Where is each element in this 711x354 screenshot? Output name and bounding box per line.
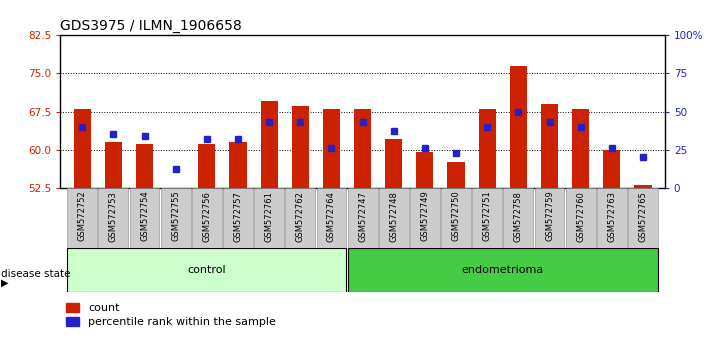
Bar	[634, 185, 651, 188]
Bar	[292, 107, 309, 188]
Bar	[447, 162, 464, 188]
Text: GSM572763: GSM572763	[607, 190, 616, 242]
Bar	[510, 66, 527, 188]
Bar	[628, 188, 658, 248]
Bar	[74, 109, 91, 188]
Legend: count, percentile rank within the sample: count, percentile rank within the sample	[66, 303, 276, 327]
Text: GSM572762: GSM572762	[296, 190, 305, 241]
Text: GSM572749: GSM572749	[420, 190, 429, 241]
Text: GSM572757: GSM572757	[233, 190, 242, 241]
Text: GSM572753: GSM572753	[109, 190, 118, 241]
Bar	[223, 188, 253, 248]
Text: GSM572754: GSM572754	[140, 190, 149, 241]
Bar	[348, 248, 658, 292]
Bar	[566, 188, 596, 248]
Text: control: control	[188, 265, 226, 275]
Bar	[479, 109, 496, 188]
Bar	[379, 188, 409, 248]
Bar	[105, 142, 122, 188]
Bar	[68, 248, 346, 292]
Bar	[323, 109, 340, 188]
Bar	[98, 188, 129, 248]
Text: GSM572755: GSM572755	[171, 190, 180, 241]
Bar	[316, 188, 346, 248]
Bar	[597, 188, 627, 248]
Text: GSM572756: GSM572756	[203, 190, 211, 241]
Bar	[503, 188, 533, 248]
Text: GSM572748: GSM572748	[389, 190, 398, 241]
Text: GSM572760: GSM572760	[576, 190, 585, 241]
Bar	[572, 109, 589, 188]
Bar	[354, 109, 371, 188]
Text: endometrioma: endometrioma	[461, 265, 544, 275]
Bar	[129, 188, 159, 248]
Text: disease state: disease state	[1, 269, 70, 279]
Text: GSM572759: GSM572759	[545, 190, 554, 241]
Bar	[603, 149, 621, 188]
Text: GSM572752: GSM572752	[77, 190, 87, 241]
Text: GSM572751: GSM572751	[483, 190, 492, 241]
Bar	[385, 139, 402, 188]
Bar	[541, 104, 558, 188]
Bar	[161, 188, 191, 248]
Text: ▶: ▶	[1, 278, 9, 288]
Bar	[230, 142, 247, 188]
Text: GSM572750: GSM572750	[451, 190, 461, 241]
Text: GSM572758: GSM572758	[514, 190, 523, 241]
Text: GSM572747: GSM572747	[358, 190, 367, 241]
Bar	[68, 188, 97, 248]
Bar	[441, 188, 471, 248]
Bar	[192, 188, 222, 248]
Bar	[348, 188, 378, 248]
Text: GDS3975 / ILMN_1906658: GDS3975 / ILMN_1906658	[60, 19, 242, 33]
Bar	[136, 144, 153, 188]
Text: GSM572761: GSM572761	[264, 190, 274, 241]
Bar	[198, 144, 215, 188]
Bar	[410, 188, 440, 248]
Bar	[261, 101, 278, 188]
Text: GSM572765: GSM572765	[638, 190, 648, 241]
Text: GSM572764: GSM572764	[327, 190, 336, 241]
Bar	[255, 188, 284, 248]
Bar	[472, 188, 502, 248]
Bar	[535, 188, 565, 248]
Bar	[285, 188, 315, 248]
Bar	[417, 152, 434, 188]
